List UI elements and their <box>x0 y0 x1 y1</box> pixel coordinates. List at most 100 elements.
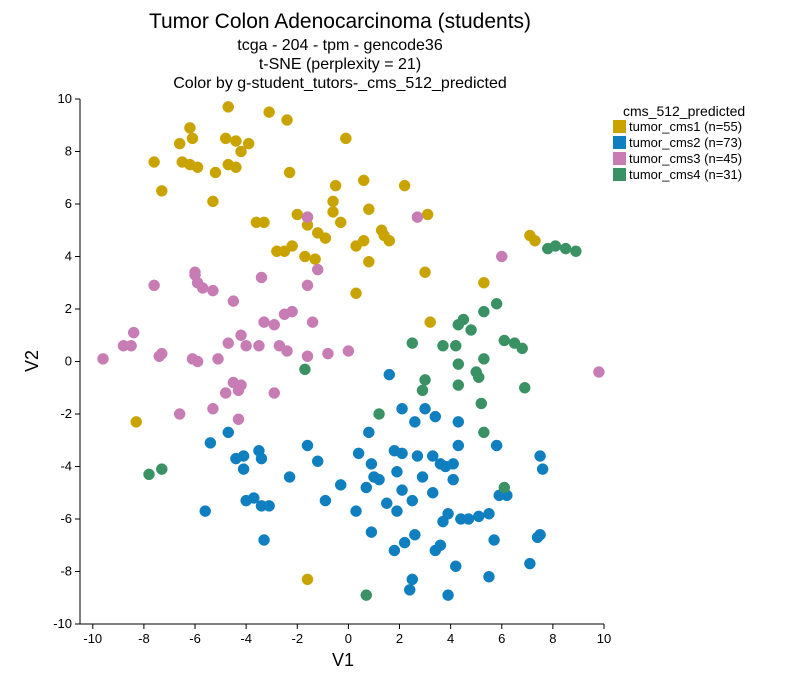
data-point <box>396 447 408 460</box>
data-point <box>186 132 199 145</box>
legend-entry-label: tumor_cms3 (n=45) <box>629 151 742 166</box>
data-point <box>230 161 242 173</box>
series-4 <box>143 240 582 601</box>
data-point <box>360 589 373 601</box>
data-point <box>212 353 224 365</box>
data-point <box>230 135 242 147</box>
data-point <box>97 353 109 365</box>
data-point <box>322 347 334 360</box>
data-point <box>319 232 332 244</box>
data-point <box>301 439 314 452</box>
legend-entry-label: tumor_cms4 (n=31) <box>629 167 742 182</box>
y-tick-label: 10 <box>58 91 72 106</box>
x-axis-label: V1 <box>332 650 354 670</box>
data-point <box>383 235 396 247</box>
data-point <box>255 452 268 465</box>
data-point <box>524 557 536 570</box>
data-point <box>357 174 370 187</box>
y-tick-label: -6 <box>60 511 72 526</box>
y-tick-label: -2 <box>60 406 72 421</box>
data-point <box>173 408 186 420</box>
data-point <box>255 271 268 284</box>
data-point <box>340 132 352 145</box>
data-point <box>478 353 490 365</box>
x-tick-label: 6 <box>498 631 505 646</box>
data-point <box>416 471 429 483</box>
data-point <box>452 379 465 391</box>
data-point <box>232 384 245 397</box>
data-point <box>478 277 490 289</box>
y-tick-label: 0 <box>65 354 72 369</box>
data-point <box>173 137 186 150</box>
legend-swatch <box>613 120 626 133</box>
data-point <box>363 256 375 268</box>
data-point <box>536 463 549 475</box>
data-point <box>156 463 168 475</box>
data-point <box>281 345 293 357</box>
data-point <box>478 426 490 439</box>
data-point <box>449 560 462 572</box>
data-point <box>496 250 508 263</box>
x-tick-label: -10 <box>83 631 102 646</box>
data-point <box>462 513 475 525</box>
data-point <box>209 166 222 179</box>
data-point <box>449 340 462 352</box>
series-2 <box>199 368 549 601</box>
x-tick-label: 0 <box>345 631 352 646</box>
data-point <box>429 544 442 557</box>
data-point <box>311 263 324 276</box>
data-point <box>301 350 314 362</box>
data-point <box>258 216 270 229</box>
data-point <box>490 439 503 452</box>
data-point <box>475 397 488 410</box>
data-point <box>437 515 449 528</box>
data-point <box>534 450 546 462</box>
data-point <box>319 494 332 507</box>
data-point <box>199 505 211 517</box>
data-point <box>196 282 209 294</box>
data-point <box>396 403 408 415</box>
data-point <box>117 340 130 352</box>
y-tick-label: 6 <box>65 196 72 211</box>
data-point <box>465 324 477 336</box>
data-point <box>498 481 511 494</box>
data-point <box>411 211 424 223</box>
data-point <box>473 510 485 523</box>
data-point <box>403 584 416 596</box>
data-point <box>363 426 375 439</box>
data-point <box>373 408 385 420</box>
y-tick-label: 2 <box>65 301 72 316</box>
data-point <box>184 122 196 134</box>
data-point <box>156 185 168 197</box>
data-point <box>153 350 165 362</box>
data-point <box>311 455 324 467</box>
data-point <box>473 371 485 383</box>
data-point <box>352 447 365 460</box>
data-point <box>363 203 375 215</box>
data-point <box>334 216 347 229</box>
data-point <box>406 494 419 507</box>
legend: cms_512_predicted tumor_cms1 (n=55)tumor… <box>613 103 745 182</box>
data-point <box>232 413 245 425</box>
data-point <box>519 382 531 394</box>
data-point <box>301 211 314 223</box>
x-tick-label: 4 <box>447 631 454 646</box>
data-point <box>483 508 495 520</box>
data-point <box>419 403 431 415</box>
data-point <box>329 179 342 192</box>
data-point <box>350 505 362 517</box>
data-point <box>299 250 311 263</box>
data-point <box>283 471 296 483</box>
data-point <box>452 319 465 331</box>
x-tick-label: 8 <box>549 631 556 646</box>
data-point <box>529 235 541 247</box>
chart-subtitle-line-3: Color by g-student_tutors-_cms_512_predi… <box>173 75 507 92</box>
data-point <box>219 132 232 145</box>
y-tick-label: 8 <box>65 144 72 159</box>
data-point <box>204 437 217 449</box>
data-point <box>143 468 155 481</box>
data-point <box>490 298 503 310</box>
data-point <box>388 544 401 557</box>
data-point <box>411 450 424 462</box>
